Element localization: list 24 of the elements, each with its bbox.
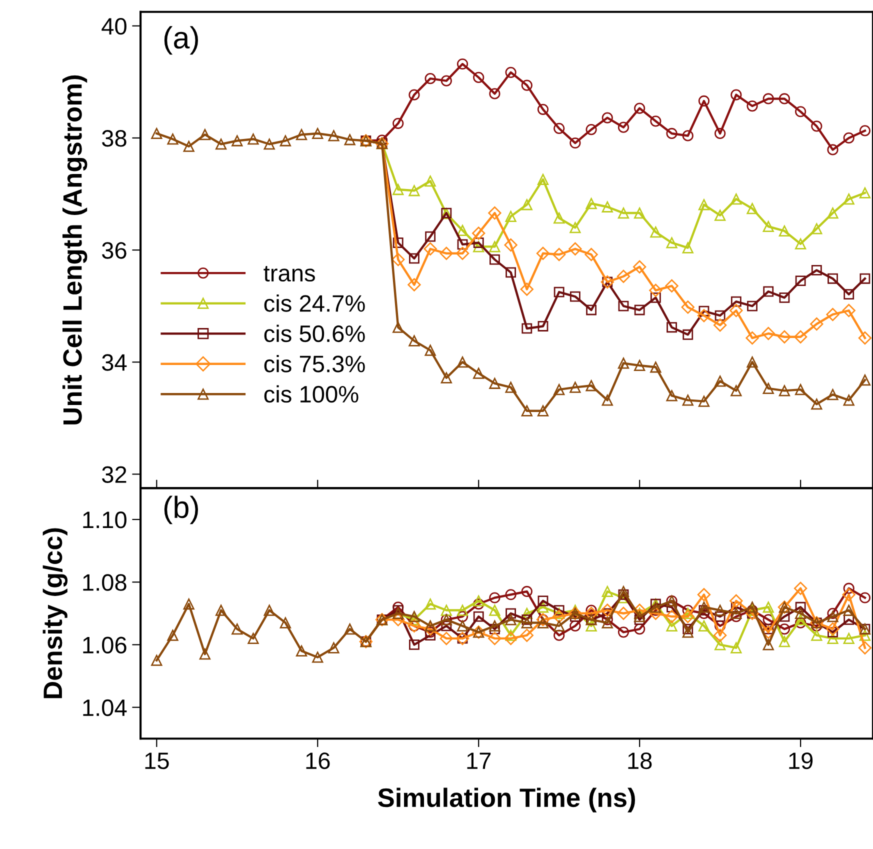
x-tick-label: 17 xyxy=(467,752,491,769)
x-tick-label: 19 xyxy=(789,752,813,770)
y-tick-label: 36 xyxy=(102,242,126,259)
annotation: (b) xyxy=(164,496,198,524)
y-tick-label: 34 xyxy=(102,354,127,371)
x-tick-label: 15 xyxy=(145,752,169,770)
y-tick-label: 40 xyxy=(102,18,126,35)
legend-label: cis 24.7% xyxy=(264,294,365,312)
y-axis-title: Unit Cell Length (Angstrom) xyxy=(62,75,88,424)
legend-label: cis 50.6% xyxy=(264,324,365,342)
y-tick-label: 1.08 xyxy=(83,574,126,591)
y-tick-label: 32 xyxy=(102,466,126,483)
legend-label: cis 100% xyxy=(264,385,358,403)
y-tick-label: 38 xyxy=(102,130,126,147)
y-axis-title: Density (g/cc) xyxy=(42,528,68,698)
x-axis-title: Simulation Time (ns) xyxy=(378,788,635,812)
legend-label: cis 75.3% xyxy=(264,355,365,372)
annotation: (a) xyxy=(164,26,198,55)
x-tick-label: 18 xyxy=(628,752,652,770)
y-tick-label: 1.10 xyxy=(83,512,126,528)
y-tick-label: 1.04 xyxy=(83,699,127,716)
y-tick-label: 1.06 xyxy=(83,636,126,654)
legend-label: trans xyxy=(264,266,315,282)
x-tick-label: 16 xyxy=(306,752,330,770)
